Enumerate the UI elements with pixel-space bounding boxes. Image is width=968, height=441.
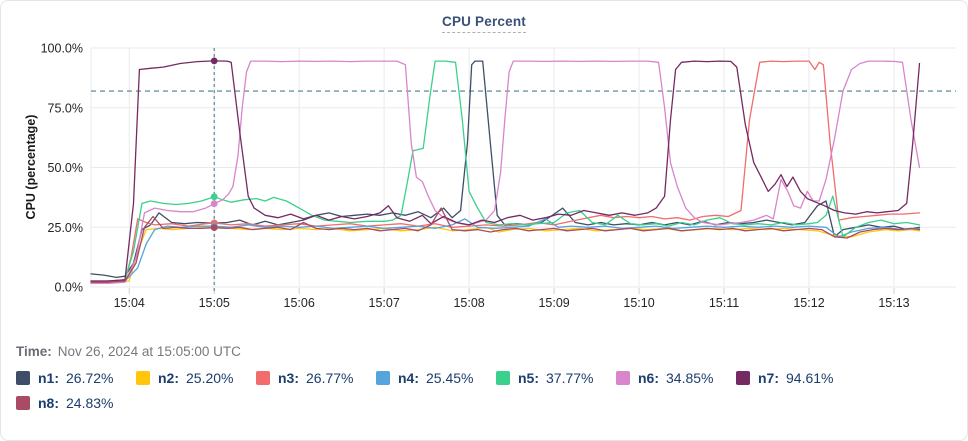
time-label: Time: [16, 344, 52, 359]
chart-title: CPU Percent [442, 14, 526, 33]
legend-item-n1[interactable]: n1: 26.72% [16, 370, 136, 386]
crosshair-marker-n8 [210, 224, 218, 232]
y-tick-label: 100.0% [41, 42, 83, 56]
legend-swatch-n5 [496, 371, 510, 385]
y-axis-title: CPU (percentage) [24, 114, 38, 220]
x-tick-label: 15:07 [369, 296, 400, 310]
y-tick-label: 50.0% [48, 161, 83, 175]
legend-item-n5[interactable]: n5: 37.77% [496, 370, 616, 386]
legend-series-name: n7: [758, 370, 779, 386]
series-line-n1 [90, 60, 921, 279]
legend-series-name: n1: [38, 370, 59, 386]
legend-series-value: 94.61% [786, 370, 834, 386]
legend-swatch-n2 [136, 371, 150, 385]
crosshair-marker-n5 [210, 193, 218, 201]
x-tick-label: 15:12 [793, 296, 824, 310]
x-tick-label: 15:13 [878, 296, 909, 310]
legend-series-value: 34.85% [666, 370, 714, 386]
chart-legend: n1: 26.72% n2: 25.20% n3: 26.77% n4: 25.45% n5: 3… [16, 370, 961, 411]
x-tick-label: 15:10 [623, 296, 654, 310]
legend-item-n4[interactable]: n4: 25.45% [376, 370, 496, 386]
legend-series-name: n5: [518, 370, 539, 386]
cpu-percent-chart[interactable]: 0.0% 25.0% 50.0% 75.0% 100.0% 15:04 15:05 15:06… [1, 1, 968, 319]
series-line-n5 [90, 60, 921, 283]
series-line-n3 [90, 60, 921, 282]
x-tick-label: 15:11 [709, 296, 739, 310]
x-tick-label: 15:06 [284, 296, 315, 310]
time-row: Time: Nov 26, 2024 at 15:05:00 UTC [16, 344, 241, 359]
legend-swatch-n1 [16, 371, 30, 385]
series-line-n4 [90, 218, 921, 283]
x-tick-label: 15:04 [114, 296, 145, 310]
legend-swatch-n6 [616, 371, 630, 385]
legend-item-n8[interactable]: n8: 24.83% [16, 395, 136, 411]
x-tick-label: 15:09 [538, 296, 569, 310]
crosshair-marker-n7 [210, 57, 218, 65]
legend-series-name: n4: [398, 370, 419, 386]
legend-series-name: n3: [278, 370, 299, 386]
legend-series-name: n6: [638, 370, 659, 386]
legend-series-name: n8: [38, 395, 59, 411]
legend-item-n2[interactable]: n2: 25.20% [136, 370, 256, 386]
legend-item-n3[interactable]: n3: 26.77% [256, 370, 376, 386]
legend-series-value: 37.77% [546, 370, 594, 386]
x-tick-label: 15:05 [199, 296, 230, 310]
x-tick-label: 15:08 [453, 296, 484, 310]
time-value: Nov 26, 2024 at 15:05:00 UTC [57, 344, 241, 359]
series-line-n7 [90, 60, 921, 282]
y-tick-label: 25.0% [48, 221, 83, 235]
legend-swatch-n4 [376, 371, 390, 385]
legend-swatch-n8 [16, 396, 30, 410]
legend-swatch-n7 [736, 371, 750, 385]
legend-series-value: 26.72% [66, 370, 114, 386]
series-line-n8 [90, 207, 921, 283]
legend-series-value: 24.83% [66, 395, 114, 411]
series-line-n6 [90, 60, 921, 285]
series-line-n2 [90, 226, 921, 283]
legend-item-n7[interactable]: n7: 94.61% [736, 370, 856, 386]
y-tick-label: 75.0% [48, 101, 83, 115]
legend-series-value: 25.45% [426, 370, 474, 386]
legend-swatch-n3 [256, 371, 270, 385]
legend-series-value: 25.20% [186, 370, 234, 386]
legend-item-n6[interactable]: n6: 34.85% [616, 370, 736, 386]
crosshair-marker-n6 [210, 200, 218, 208]
y-tick-label: 0.0% [55, 281, 84, 295]
legend-series-name: n2: [158, 370, 179, 386]
legend-series-value: 26.77% [306, 370, 354, 386]
